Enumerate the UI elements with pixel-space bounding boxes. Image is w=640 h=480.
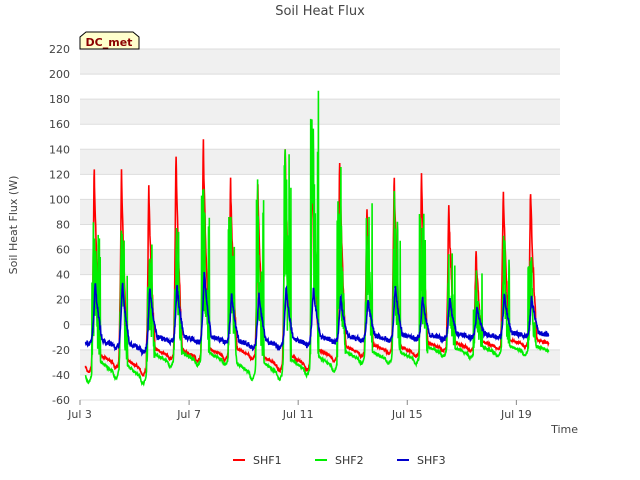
y-tick-label: 100 (49, 193, 70, 206)
plot-background-bands (80, 49, 560, 400)
y-axis-label: Soil Heat Flux (W) (7, 176, 20, 275)
y-tick-label: -60 (52, 394, 70, 407)
badge-label: DC_met (86, 36, 133, 49)
background-band (80, 374, 560, 400)
background-band (80, 249, 560, 275)
dc-met-badge: DC_met (79, 31, 140, 50)
series-line-shf3 (84, 271, 550, 357)
background-band (80, 224, 560, 250)
legend: SHF1 SHF2 SHF3 (233, 454, 446, 467)
background-band (80, 124, 560, 150)
x-tick-label: Jul 11 (282, 408, 314, 421)
series-lines (84, 90, 550, 387)
background-band (80, 99, 560, 125)
chart-title: Soil Heat Flux (275, 4, 365, 19)
y-tick-label: 160 (49, 118, 70, 131)
y-tick-label: 40 (56, 269, 70, 282)
y-tick-label: 200 (49, 68, 70, 81)
y-tick-label: 60 (56, 244, 70, 257)
x-axis-ticks: Jul 3 Jul 7 Jul 11 Jul 15 Jul 19 (67, 400, 532, 421)
y-tick-label: -20 (52, 344, 70, 357)
y-tick-label: 80 (56, 219, 70, 232)
badge-shape (79, 31, 140, 50)
y-tick-label: 220 (49, 43, 70, 56)
background-band (80, 149, 560, 175)
series-line-shf2 (84, 90, 550, 387)
y-tick-label: 120 (49, 168, 70, 181)
x-tick-label: Jul 15 (391, 408, 423, 421)
x-tick-label: Jul 7 (176, 408, 201, 421)
y-axis-ticks: -60 -40 -20 0 20 40 60 80 100 120 140 160 180 200 220 (49, 43, 70, 407)
y-tick-label: 0 (63, 319, 70, 332)
x-axis-label: Time (550, 423, 578, 436)
y-tick-label: 20 (56, 294, 70, 307)
background-band (80, 174, 560, 200)
x-tick-label: Jul 19 (500, 408, 532, 421)
y-tick-label: 140 (49, 143, 70, 156)
legend-label-shf3: SHF3 (417, 454, 446, 467)
background-band (80, 274, 560, 300)
x-tick-label: Jul 3 (67, 408, 92, 421)
y-tick-label: -40 (52, 369, 70, 382)
legend-label-shf1: SHF1 (253, 454, 282, 467)
background-band (80, 74, 560, 100)
background-band (80, 49, 560, 75)
legend-label-shf2: SHF2 (335, 454, 364, 467)
background-band (80, 349, 560, 375)
y-tick-label: 180 (49, 93, 70, 106)
background-band (80, 199, 560, 225)
